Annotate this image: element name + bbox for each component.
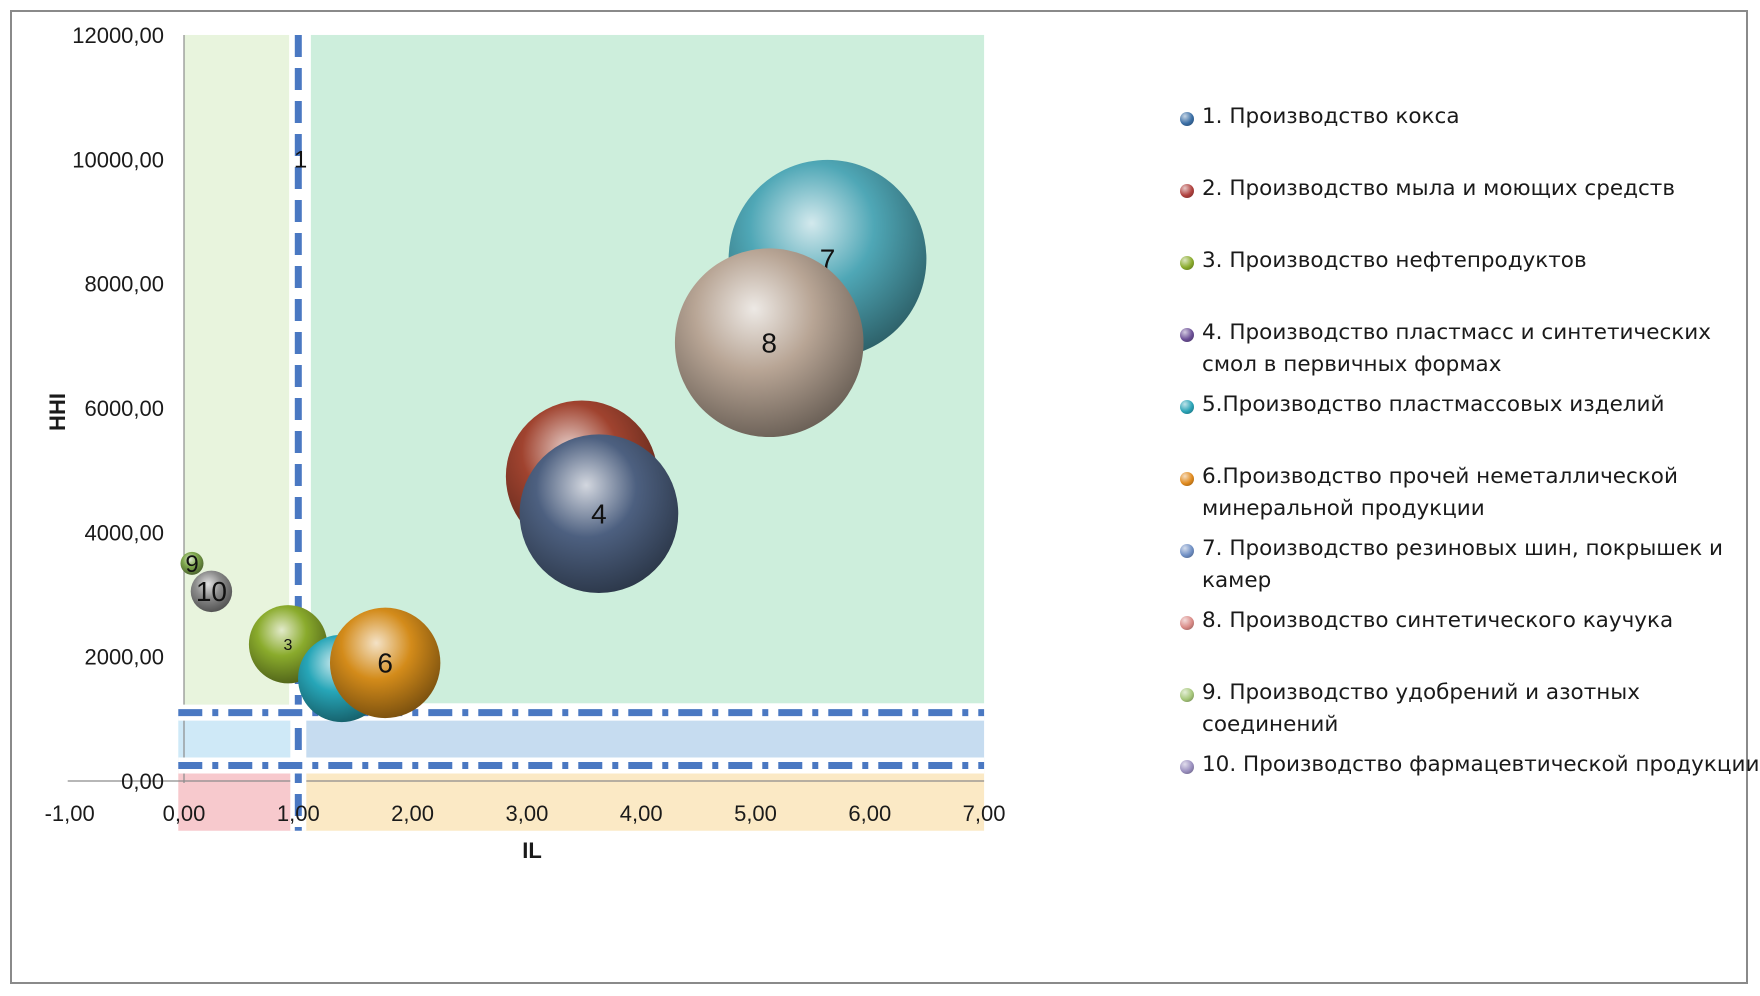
region-2 <box>310 34 985 704</box>
x-tick-label: 6,00 <box>848 801 891 826</box>
legend-label: 7. Производство резиновых шин, покрышек … <box>1202 536 1723 593</box>
legend-label: 6.Производство прочей неметаллической ми… <box>1202 464 1678 521</box>
legend-marker <box>1180 256 1194 270</box>
y-tick-label: 0,00 <box>121 769 164 794</box>
legend-marker <box>1180 184 1194 198</box>
legend-label: 4. Производство пластмасс и синтетически… <box>1202 320 1711 377</box>
bubble-label-1: 1 <box>294 147 307 174</box>
region-5 <box>178 768 295 831</box>
region-4 <box>301 715 985 766</box>
legend-item: 10. Производство фармацевтической продук… <box>1180 752 1759 781</box>
legend-marker <box>1180 328 1194 342</box>
y-tick-label: 4000,00 <box>84 520 164 545</box>
axes <box>67 34 985 783</box>
y-tick-label: 12000,00 <box>72 23 164 48</box>
y-axis-title: HHI <box>45 393 70 431</box>
legend-label: 8. Производство синтетического каучука <box>1202 608 1674 633</box>
legend-item: 8. Производство синтетического каучука <box>1180 608 1673 637</box>
legend-label: 9. Производство удобрений и азотных соед… <box>1202 680 1640 737</box>
bubble-label-10: 10 <box>196 576 227 607</box>
x-axis-title: IL <box>522 838 542 863</box>
legend-label: 5.Производство пластмассовых изделий <box>1202 392 1665 417</box>
x-tick-label: 5,00 <box>734 801 777 826</box>
chart-frame: 19103562478 -1,000,001,002,003,004,005,0… <box>10 10 1759 984</box>
y-tick-label: 8000,00 <box>84 272 164 297</box>
legend-marker <box>1180 112 1194 126</box>
bubble-chart: 19103562478 -1,000,001,002,003,004,005,0… <box>45 23 1006 863</box>
quadrant-regions <box>178 34 985 831</box>
bubble-9 <box>180 551 204 575</box>
bubble-label-3: 3 <box>284 637 293 654</box>
bubble-4 <box>519 434 679 594</box>
bubble-8 <box>674 248 864 438</box>
legend-marker <box>1180 616 1194 630</box>
legend-marker <box>1180 544 1194 558</box>
threshold-lines <box>178 34 985 831</box>
bubble-label-4: 4 <box>591 498 607 529</box>
bubbles: 19103562478 <box>180 147 927 723</box>
legend-label: 2. Производство мыла и моющих средств <box>1202 176 1675 201</box>
legend-item: 1. Производство кокса <box>1180 104 1460 133</box>
legend-marker <box>1180 688 1194 702</box>
bubble-label-6: 6 <box>377 648 393 679</box>
legend-label: 3. Производство нефтепродуктов <box>1202 248 1587 273</box>
legend-item: 5.Производство пластмассовых изделий <box>1180 392 1664 421</box>
legend-label: 1. Производство кокса <box>1202 104 1460 129</box>
x-tick-label: 7,00 <box>963 801 1006 826</box>
legend-item: 3. Производство нефтепродуктов <box>1180 248 1587 277</box>
bubble-10 <box>190 570 233 613</box>
x-tick-label: 4,00 <box>620 801 663 826</box>
x-tick-label: 3,00 <box>505 801 548 826</box>
tick-labels: -1,00 0,00 1,00 2,00 3,00 4,00 5,00 6,00 7,00 0,0… <box>45 23 1006 826</box>
region-6 <box>301 768 985 831</box>
legend-label: 10. Производство фармацевтической продук… <box>1202 752 1760 777</box>
bubble-6 <box>329 607 441 719</box>
x-tick-label: 1,00 <box>277 801 320 826</box>
legend-item: 7. Производство резиновых шин, покрышек … <box>1180 536 1760 597</box>
x-tick-label: 2,00 <box>391 801 434 826</box>
legend-marker <box>1180 472 1194 486</box>
legend-marker <box>1180 760 1194 774</box>
legend-marker <box>1180 400 1194 414</box>
region-3 <box>178 715 295 766</box>
legend-item: 4. Производство пластмасс и синтетически… <box>1180 320 1760 381</box>
legend-item: 6.Производство прочей неметаллической ми… <box>1180 464 1760 525</box>
y-tick-label: 10000,00 <box>72 147 164 172</box>
bubble-label-9: 9 <box>185 551 198 578</box>
y-tick-label: 2000,00 <box>84 645 164 670</box>
legend-item: 2. Производство мыла и моющих средств <box>1180 176 1675 205</box>
x-tick-label: 0,00 <box>163 801 206 826</box>
legend-item: 9. Производство удобрений и азотных соед… <box>1180 680 1760 741</box>
bubble-label-8: 8 <box>761 328 777 359</box>
y-tick-label: 6000,00 <box>84 396 164 421</box>
x-tick-label: -1,00 <box>45 801 95 826</box>
